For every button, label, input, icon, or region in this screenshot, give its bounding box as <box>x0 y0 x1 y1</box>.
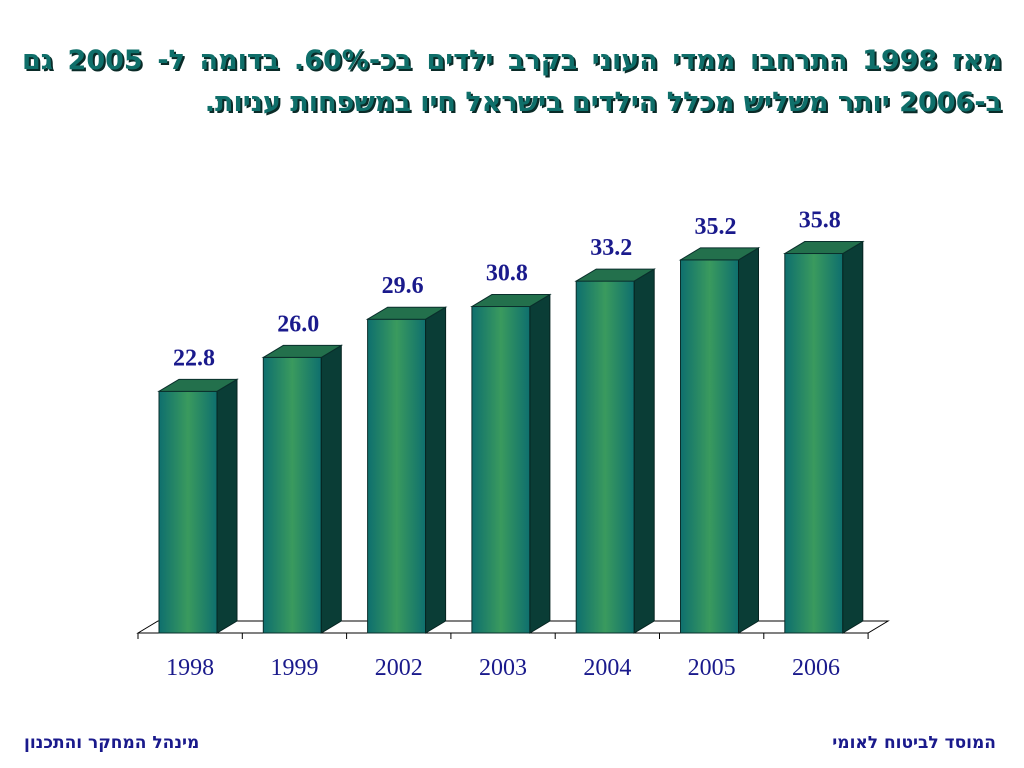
x-tick-label: 1999 <box>270 655 318 681</box>
bar-top <box>261 344 344 358</box>
bar-value-label: 22.8 <box>173 345 215 371</box>
bar-front <box>262 356 322 634</box>
x-tick-label: 2004 <box>583 655 631 681</box>
bar <box>782 240 865 634</box>
bar-side <box>633 268 655 634</box>
bar <box>678 246 761 634</box>
bar-value-label: 35.2 <box>695 214 737 240</box>
bar-value-label: 35.8 <box>799 208 841 234</box>
bar-side <box>842 240 864 634</box>
bar-value-label: 33.2 <box>590 235 632 261</box>
footer-organization: המוסד לביטוח לאומי <box>832 733 996 753</box>
bar-front <box>575 280 635 634</box>
bars-group <box>157 240 865 634</box>
value-labels-group: 22.8 26.0 29.6 30.8 33.2 35.2 35.8 <box>173 208 841 372</box>
x-tick-label: 2002 <box>375 655 423 681</box>
bar <box>261 344 344 634</box>
bar-top <box>365 306 448 320</box>
bar-top <box>157 378 239 392</box>
x-tick-label: 2003 <box>479 655 527 681</box>
bar-side <box>320 344 342 634</box>
x-axis-tick-labels: 1998 1999 2002 2003 2004 2005 2006 <box>166 655 840 681</box>
bar <box>365 306 448 634</box>
bar <box>157 378 239 634</box>
x-tick-label: 2006 <box>792 655 840 681</box>
x-tick-label: 2005 <box>688 655 736 681</box>
bar-top <box>782 241 865 255</box>
bar-value-label: 30.8 <box>486 261 528 287</box>
bar-side <box>425 306 447 634</box>
bar-top <box>678 247 761 261</box>
bar <box>574 268 657 634</box>
bar-top <box>574 268 657 282</box>
bar-front <box>784 253 844 634</box>
bar <box>470 293 552 634</box>
bar-front <box>471 306 531 634</box>
bar-front <box>367 318 427 634</box>
bar-front <box>158 390 218 634</box>
bar-side <box>738 246 759 634</box>
footer-department: מינהל המחקר והתכנון <box>24 733 200 753</box>
bar-value-label: 29.6 <box>382 273 424 299</box>
bar-side <box>529 293 551 634</box>
x-tick-label: 1998 <box>166 655 214 681</box>
bar-front <box>680 259 739 634</box>
bar-top <box>470 294 552 308</box>
bar-side <box>216 378 238 634</box>
headline-text: מאז 1998 התרחבו ממדי העוני בקרב ילדים בכ… <box>22 45 1002 118</box>
bar-value-label: 26.0 <box>277 311 319 337</box>
